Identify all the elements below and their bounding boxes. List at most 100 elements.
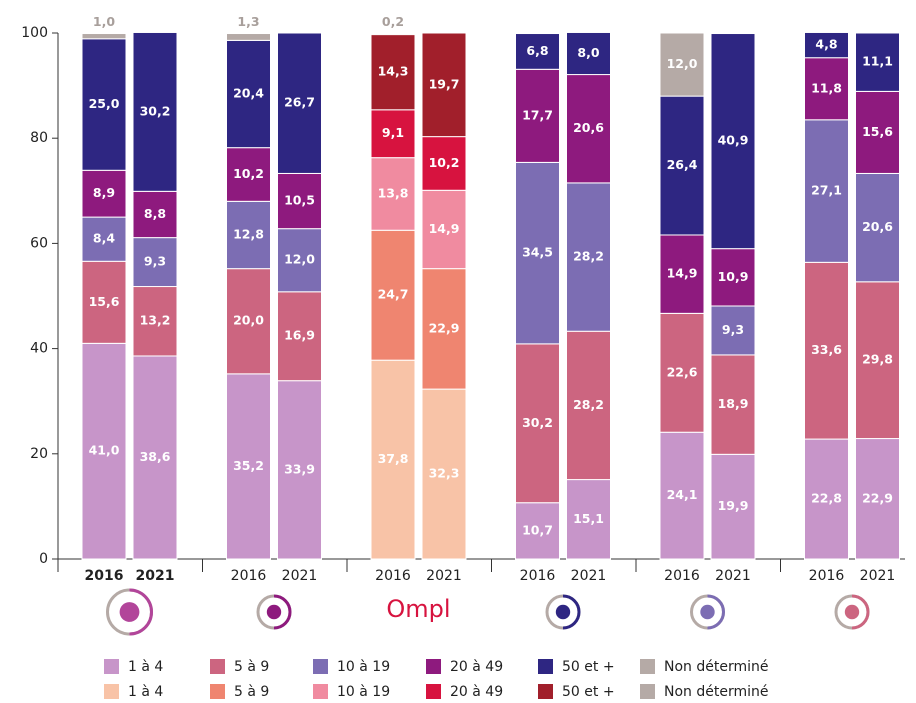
- value-label: 15,6: [89, 294, 120, 309]
- legend-swatch: [426, 659, 441, 674]
- bar-segment: [277, 380, 322, 560]
- bar-segment: [804, 57, 849, 121]
- bar-segment: [81, 38, 127, 171]
- value-label: 29,8: [862, 352, 893, 367]
- bar-segment: [226, 39, 271, 149]
- value-label: 20,6: [862, 219, 893, 234]
- bar-segment: [855, 438, 900, 560]
- bar-segment: [370, 34, 416, 111]
- bar-segment: [659, 312, 705, 433]
- group-icon-arc: [707, 594, 725, 630]
- value-label: 17,7: [522, 107, 553, 122]
- bar-segment: [277, 32, 322, 174]
- legend-swatch: [538, 684, 553, 699]
- x-tick-label: 2021: [282, 568, 318, 584]
- bar-segment: [566, 74, 611, 184]
- value-label: 9,1: [382, 125, 404, 140]
- x-tick-label: 2016: [375, 568, 411, 584]
- bar-segment: [370, 229, 416, 361]
- x-tick-label: 2021: [136, 568, 175, 584]
- bar-segment: [659, 95, 705, 236]
- bar-segment: [659, 234, 705, 314]
- legend-label: 5 à 9: [234, 659, 269, 675]
- value-label: 28,2: [573, 249, 604, 264]
- bar-segment: [81, 33, 127, 40]
- bar-segment: [370, 359, 416, 560]
- bar-segment: [804, 119, 849, 263]
- legend-label: Non déterminé: [664, 684, 769, 700]
- group-icon: [844, 604, 860, 620]
- bar-segment: [277, 228, 322, 293]
- bar-segment: [710, 248, 756, 307]
- value-label: 13,8: [378, 185, 409, 200]
- bar-segment: [370, 33, 416, 36]
- bar-segment: [132, 355, 178, 560]
- bar-segment: [81, 260, 127, 344]
- bar-segment: [81, 342, 127, 560]
- bar-segment: [277, 291, 322, 382]
- bar-segment: [132, 31, 178, 192]
- value-label: 10,2: [233, 166, 264, 181]
- value-label: 10,9: [718, 269, 749, 284]
- group-icon: [119, 602, 140, 622]
- value-label: 10,7: [522, 522, 553, 537]
- bar-segment: [370, 109, 416, 159]
- bar-segment: [710, 453, 756, 560]
- value-label: 19,9: [718, 498, 749, 513]
- value-label: 8,8: [144, 206, 166, 221]
- legend-label: 5 à 9: [234, 684, 269, 700]
- bar-segment: [710, 305, 756, 356]
- bar-segment: [855, 90, 900, 174]
- legend-label: 10 à 19: [337, 659, 390, 675]
- value-label: 11,1: [862, 54, 893, 69]
- value-label: 30,2: [522, 415, 553, 430]
- group-icon: [555, 604, 571, 620]
- x-tick-label: 2021: [571, 568, 607, 584]
- value-label: 6,8: [526, 43, 548, 58]
- value-label: 33,6: [811, 342, 842, 357]
- value-label: 37,8: [378, 451, 409, 466]
- bar-segment: [132, 286, 178, 357]
- bar-segment: [710, 354, 756, 455]
- legend-label: 20 à 49: [450, 684, 503, 700]
- bar-segment: [515, 33, 560, 70]
- value-label: 26,7: [284, 95, 315, 110]
- value-label: 24,1: [667, 487, 698, 502]
- bar-segment: [659, 431, 705, 560]
- legend-swatch: [104, 659, 119, 674]
- value-label: 1,3: [237, 14, 259, 29]
- value-label: 8,4: [93, 231, 115, 246]
- value-label: 12,0: [667, 56, 698, 71]
- x-tick-label: 2016: [809, 568, 845, 584]
- x-tick-label: 2021: [426, 568, 462, 584]
- bar-segment: [226, 268, 271, 375]
- legend-label: 50 et +: [562, 659, 615, 675]
- x-tick-label: 2016: [520, 568, 556, 584]
- bar-segment: [804, 438, 849, 560]
- value-label: 8,0: [577, 45, 599, 60]
- bar-segment: [566, 479, 611, 560]
- legend-label: 1 à 4: [128, 659, 163, 675]
- bar-segment: [421, 32, 467, 138]
- bar-segment: [855, 281, 900, 440]
- legend-swatch: [426, 684, 441, 699]
- bar-segment: [226, 33, 271, 41]
- value-label: 10,2: [429, 155, 460, 170]
- y-tick-label: 80: [30, 130, 48, 146]
- value-label: 33,9: [284, 461, 315, 476]
- bar-segment: [855, 172, 900, 283]
- legend-swatch: [313, 659, 328, 674]
- bar-segment: [855, 32, 900, 92]
- value-label: 12,0: [284, 252, 315, 267]
- bar-segment: [515, 343, 560, 504]
- y-tick-label: 20: [30, 446, 48, 462]
- bar-segment: [515, 161, 560, 345]
- group-icon-arc: [273, 594, 292, 630]
- value-label: 10,5: [284, 193, 315, 208]
- group-logo: Ompl: [386, 595, 450, 623]
- value-label: 14,3: [378, 64, 409, 79]
- value-label: 22,8: [811, 491, 842, 506]
- value-label: 20,0: [233, 313, 264, 328]
- legend-swatch: [313, 684, 328, 699]
- y-tick-label: 100: [21, 25, 48, 41]
